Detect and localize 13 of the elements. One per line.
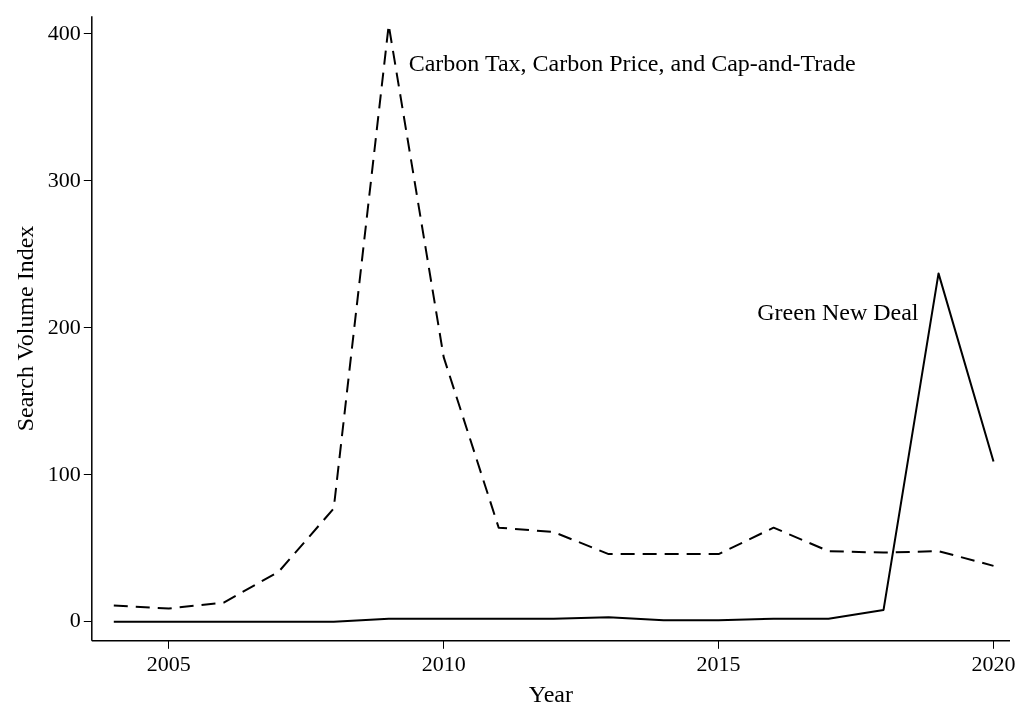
series-label: Green New Deal	[757, 298, 919, 325]
y-tick-label: 200	[47, 313, 81, 339]
x-tick-label: 2010	[421, 650, 466, 676]
y-axis-title: Search Volume Index	[11, 225, 38, 432]
y-tick-label: 100	[47, 460, 81, 486]
series-label: Carbon Tax, Carbon Price, and Cap-and-Trade	[408, 50, 856, 77]
x-tick-label: 2020	[971, 650, 1016, 676]
x-tick-label: 2015	[696, 650, 741, 676]
x-tick-label: 2005	[146, 650, 191, 676]
y-tick-label: 0	[69, 607, 81, 633]
y-tick-label: 300	[47, 166, 81, 192]
x-axis-title: Year	[528, 680, 574, 707]
y-tick-label: 400	[47, 19, 81, 45]
